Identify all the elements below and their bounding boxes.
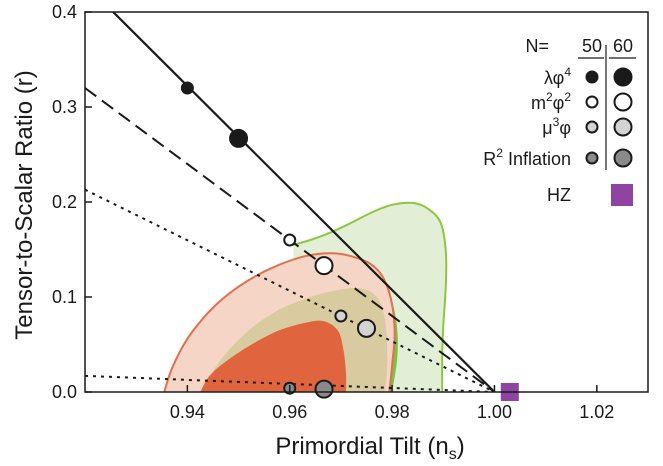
x-tick-label: 0.94 [170,402,205,422]
y-tick-label: 0.2 [52,192,77,212]
x-tick-label: 0.98 [375,402,410,422]
y-tick-label: 0.0 [52,382,77,402]
contour-red-inner-fill [200,320,347,392]
legend-marker-0-n60 [613,67,633,87]
x-axis-title-subscript: s [449,446,457,463]
x-tick-label: 1.00 [477,402,512,422]
legend-marker-0-n50 [585,70,599,84]
line-lambda-phi4 [112,12,496,392]
legend-label-lambda-phi4: λφ4 [544,65,571,88]
legend-marker-hz [611,184,633,206]
y-axis-ticks: 0.0 0.1 0.2 0.3 0.4 [52,2,92,402]
legend-header-50: 50 [582,36,602,56]
y-tick-label: 0.4 [52,2,77,22]
legend: N= 50 60 λφ4 m2φ2 μ3φ R2 Inflation HZ [483,36,636,206]
point-series3-n60 [314,379,334,399]
legend-marker-1-n60 [613,92,633,112]
point-series0-n50 [180,81,194,95]
contour-red-outer-edge [163,252,396,392]
x-tick-label: 1.02 [579,402,614,422]
x-axis-ticks: 0.94 0.96 0.98 1.00 1.02 [170,385,614,422]
legend-markers [585,67,633,206]
legend-marker-2-n60 [613,117,633,137]
x-tick-label: 0.96 [272,402,307,422]
legend-marker-3-n60 [613,148,633,168]
legend-label-r2-inflation: R2 Inflation [483,146,571,169]
legend-label-m2-phi2: m2φ2 [531,90,571,113]
y-tick-label: 0.1 [52,287,77,307]
y-axis-title: Tensor-to-Scalar Ratio (r) [11,70,38,339]
legend-label-hz: HZ [547,185,571,205]
point-series1-n60 [314,256,334,276]
legend-marker-3-n50 [585,151,599,165]
legend-marker-2-n50 [585,120,599,134]
legend-marker-1-n50 [585,95,599,109]
legend-header-60: 60 [613,36,633,56]
confidence-contours [163,201,448,392]
point-series0-n60 [229,128,249,148]
point-series2-n50 [334,309,348,323]
legend-header-n: N= [525,36,549,56]
model-points [180,81,376,399]
y-tick-label: 0.3 [52,97,77,117]
legend-label-mu3-phi: μ3φ [542,115,571,138]
plot-area [85,12,496,392]
point-series1-n50 [283,233,297,247]
x-axis-title: Primordial Tilt (ns) [275,433,464,463]
point-series2-n60 [357,318,376,338]
